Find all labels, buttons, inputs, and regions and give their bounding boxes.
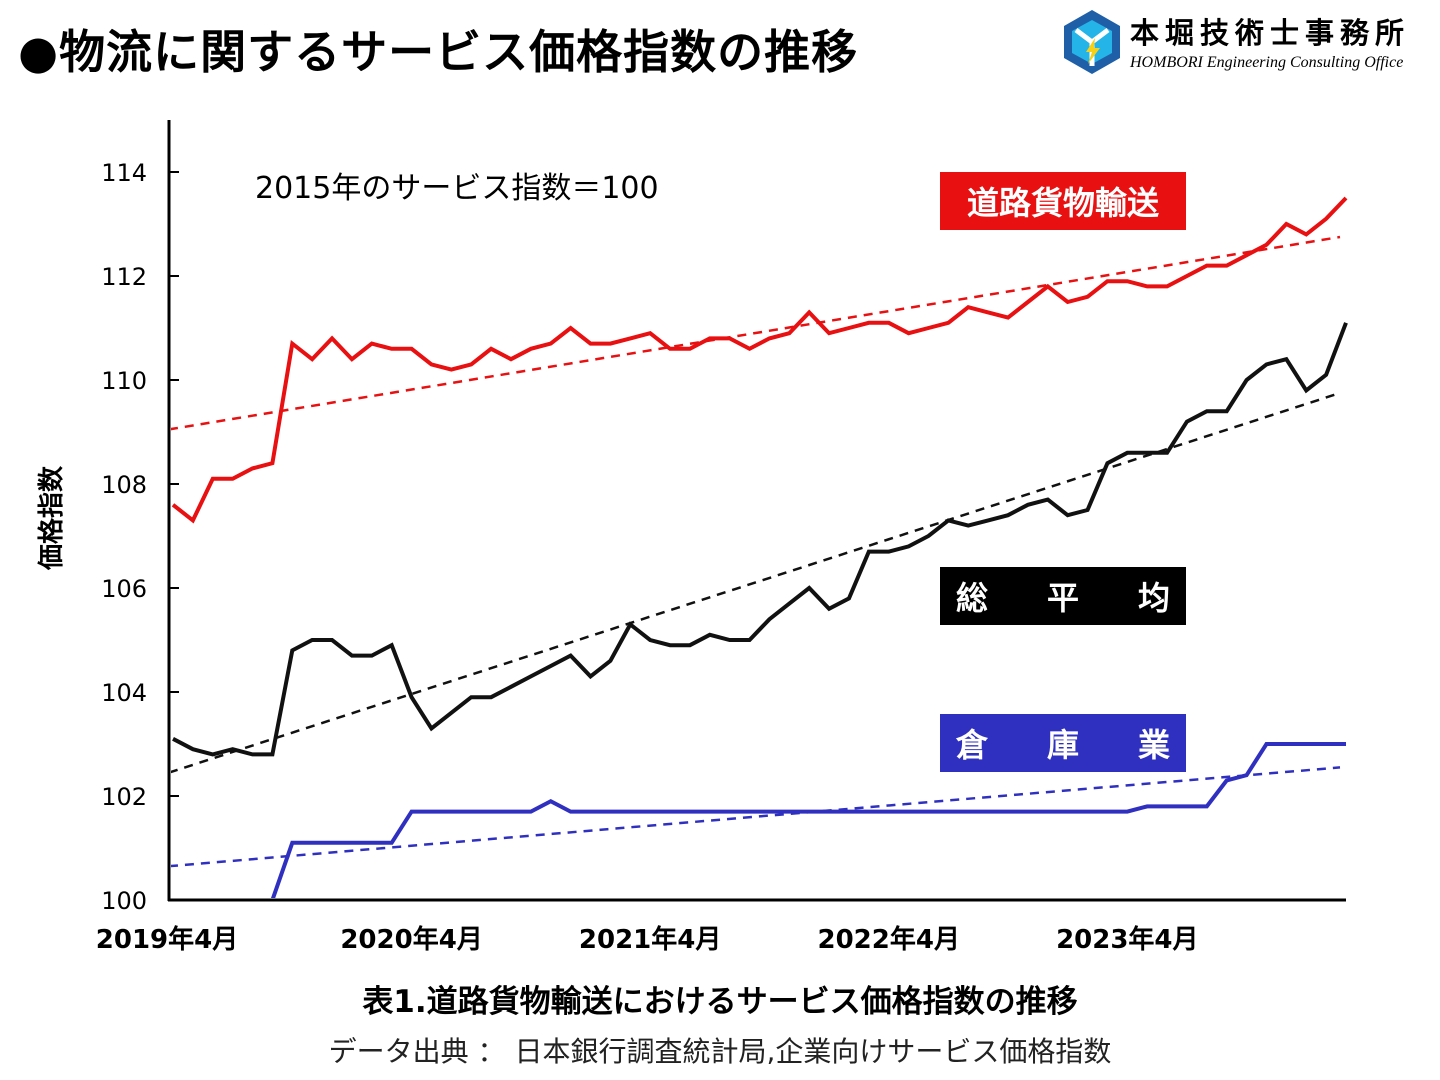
legend-road-freight: 道路貨物輸送 bbox=[940, 172, 1186, 230]
legend-label-part: 庫 bbox=[1046, 726, 1079, 764]
y-tick-label: 112 bbox=[101, 263, 147, 291]
series-line-road-freight bbox=[171, 196, 1348, 524]
trend-line-overall-average bbox=[171, 391, 1341, 774]
tick-labels: 100 102 104 106 108 110 112 114 2019年4月 2020年4月 20… bbox=[96, 159, 1199, 955]
trend-line-warehouse bbox=[171, 766, 1341, 868]
trend-line-road-freight bbox=[171, 235, 1341, 431]
trend-lines bbox=[171, 235, 1341, 868]
series-line-overall-average bbox=[172, 322, 1348, 757]
series-lines bbox=[171, 196, 1348, 898]
legend-label-part: 道路貨物輸送 bbox=[966, 184, 1159, 222]
figure-caption: 表1.道路貨物輸送におけるサービス価格指数の推移 bbox=[362, 984, 1078, 1020]
company-logo: 本堀技術士事務所 HOMBORI Engineering Consulting … bbox=[1062, 8, 1434, 78]
logo-mark-icon bbox=[1064, 10, 1120, 74]
y-axis-label: 価格指数 bbox=[36, 465, 67, 571]
legend-label-part: 均 bbox=[1137, 579, 1170, 617]
base-year-note: 2015年のサービス指数＝100 bbox=[255, 171, 659, 206]
series-line-warehouse bbox=[270, 742, 1346, 898]
y-tick-label: 100 bbox=[101, 887, 147, 915]
logo-subtitle: HOMBORI Engineering Consulting Office bbox=[1130, 54, 1404, 71]
legend-label-part: 平 bbox=[1046, 579, 1079, 617]
legend-overall-average: 総平均 bbox=[940, 567, 1186, 625]
legend-label-part: 倉 bbox=[956, 726, 989, 764]
y-tick-label: 110 bbox=[101, 367, 147, 395]
x-tick-label: 2022年4月 bbox=[817, 924, 959, 955]
x-tick-label: 2023年4月 bbox=[1056, 924, 1198, 955]
logo-name: 本堀技術士事務所 bbox=[1130, 16, 1411, 50]
y-tick-label: 114 bbox=[101, 159, 147, 187]
y-tick-label: 106 bbox=[101, 575, 147, 603]
data-source: データ出典 ： 日本銀行調査統計局,企業向けサービス価格指数 bbox=[328, 1035, 1112, 1068]
x-tick-label: 2019年4月 bbox=[96, 924, 238, 955]
x-tick-label: 2020年4月 bbox=[340, 924, 482, 955]
y-tick-label: 108 bbox=[101, 471, 147, 499]
legend-label-part: 総 bbox=[956, 579, 989, 617]
y-tick-label: 102 bbox=[101, 783, 147, 811]
y-tick-label: 104 bbox=[101, 679, 147, 707]
page-title: ●物流に関するサービス価格指数の推移 bbox=[18, 25, 859, 79]
x-tick-label: 2021年4月 bbox=[579, 924, 721, 955]
legend-label-part: 業 bbox=[1137, 726, 1170, 764]
chart-axes bbox=[167, 120, 1346, 902]
legend-warehouse: 倉庫業 bbox=[940, 714, 1186, 772]
